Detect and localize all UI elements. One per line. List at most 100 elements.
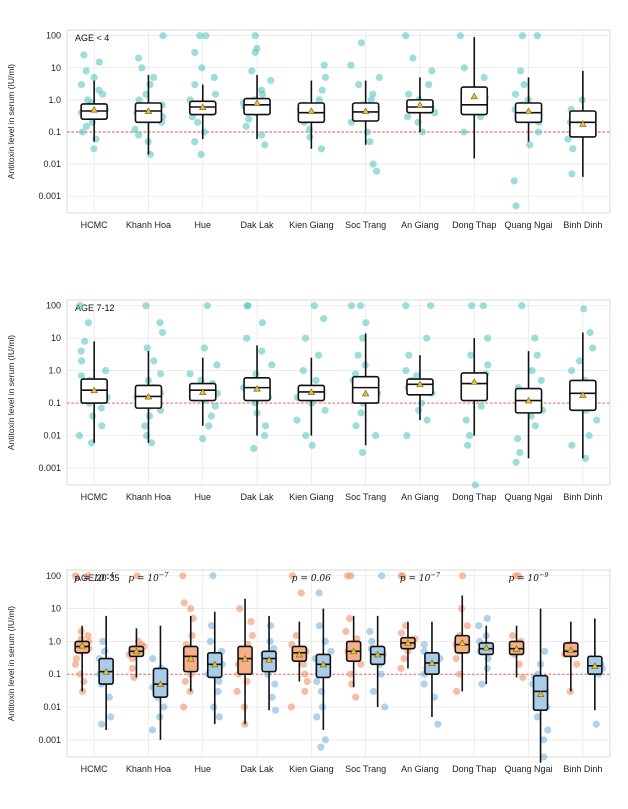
data-point (84, 572, 92, 580)
data-point (471, 481, 479, 489)
data-point (71, 572, 80, 580)
data-point (402, 367, 410, 375)
chart-panel-3: 100 10 1.0 0.1 0.01 0.001 Antitoxin level in s… (6, 569, 611, 774)
data-point (146, 412, 154, 420)
data-point (186, 687, 194, 696)
data-point (468, 302, 476, 310)
mean-marker (241, 654, 249, 662)
data-point (191, 81, 199, 89)
x-category-label: Soc Trang (345, 764, 386, 774)
data-point (519, 673, 527, 682)
data-point (566, 687, 574, 696)
data-point (180, 703, 188, 711)
data-point (76, 302, 84, 310)
data-point (483, 614, 491, 623)
data-point (288, 572, 296, 580)
data-point (564, 135, 572, 143)
mean-marker (470, 378, 478, 385)
data-point (475, 622, 483, 630)
data-point (301, 670, 309, 678)
data-point (202, 32, 210, 40)
y-axis-label: Antitoxin level in serum (IU/ml) (6, 335, 16, 450)
data-point (261, 422, 270, 430)
box-iqr (460, 86, 489, 116)
data-point (143, 344, 151, 352)
data-point (72, 655, 80, 663)
y-tick-label: 0.001 (38, 735, 61, 745)
data-point (299, 660, 307, 668)
y-tick-label: 10 (51, 63, 61, 73)
y-tick-label: 100 (46, 571, 61, 581)
data-point (541, 647, 549, 655)
mean-marker (579, 391, 587, 398)
data-point (292, 632, 300, 640)
mean-marker (361, 389, 370, 397)
data-point (428, 67, 436, 75)
data-point (244, 302, 252, 310)
data-point (266, 637, 274, 646)
data-point (511, 90, 520, 98)
data-point (527, 412, 535, 420)
data-point (346, 614, 354, 623)
data-point (82, 122, 91, 130)
x-category-label: Khanh Hoa (126, 220, 171, 230)
panel-title: AGE 20-35 (75, 573, 120, 583)
data-point (243, 334, 251, 342)
data-point (248, 632, 256, 640)
data-point (98, 720, 106, 728)
data-point (484, 334, 492, 342)
data-point (147, 439, 156, 447)
data-point (460, 128, 468, 136)
mean-marker (265, 655, 273, 663)
data-point (188, 632, 196, 640)
data-point (251, 32, 259, 40)
data-point (191, 48, 199, 57)
data-point (306, 133, 314, 141)
data-point (317, 743, 325, 751)
data-point (95, 58, 103, 66)
data-point (352, 693, 360, 701)
x-category-label: HCMC (81, 220, 108, 230)
data-point (568, 441, 576, 449)
data-point (377, 670, 385, 678)
y-tick-label: 100 (46, 301, 61, 311)
data-point (186, 370, 194, 378)
data-point (420, 680, 428, 688)
x-category-label: Quang Ngai (505, 492, 553, 502)
data-point (77, 347, 85, 355)
data-point (196, 32, 204, 40)
data-point (207, 412, 215, 420)
y-tick-label: 0.01 (43, 159, 61, 169)
y-tick-label: 1.0 (48, 366, 61, 376)
data-point (245, 115, 253, 123)
data-point (409, 54, 417, 62)
data-point (84, 96, 92, 104)
y-tick-label: 0.1 (48, 127, 61, 137)
data-point (150, 73, 158, 81)
x-category-label: Khanh Hoa (126, 764, 171, 774)
data-point (141, 422, 149, 430)
data-point (180, 599, 188, 607)
data-point (362, 319, 370, 327)
x-category-label: Binh Dinh (563, 492, 602, 502)
data-point (149, 655, 157, 663)
data-point (342, 627, 350, 636)
mean-marker (132, 647, 141, 655)
data-point (159, 32, 167, 40)
data-point (210, 73, 218, 81)
data-point (181, 677, 189, 686)
data-point (353, 635, 361, 643)
mean-marker (319, 660, 328, 668)
data-point (423, 416, 431, 424)
data-point (593, 416, 601, 424)
mean-marker (307, 107, 316, 114)
mean-marker (428, 659, 436, 666)
data-point (247, 618, 255, 626)
mean-marker (144, 107, 153, 114)
data-point (514, 435, 522, 443)
data-point (321, 73, 329, 81)
data-point (321, 406, 329, 414)
data-point (466, 432, 474, 440)
mean-marker (416, 101, 424, 108)
y-tick-label: 100 (46, 31, 61, 41)
